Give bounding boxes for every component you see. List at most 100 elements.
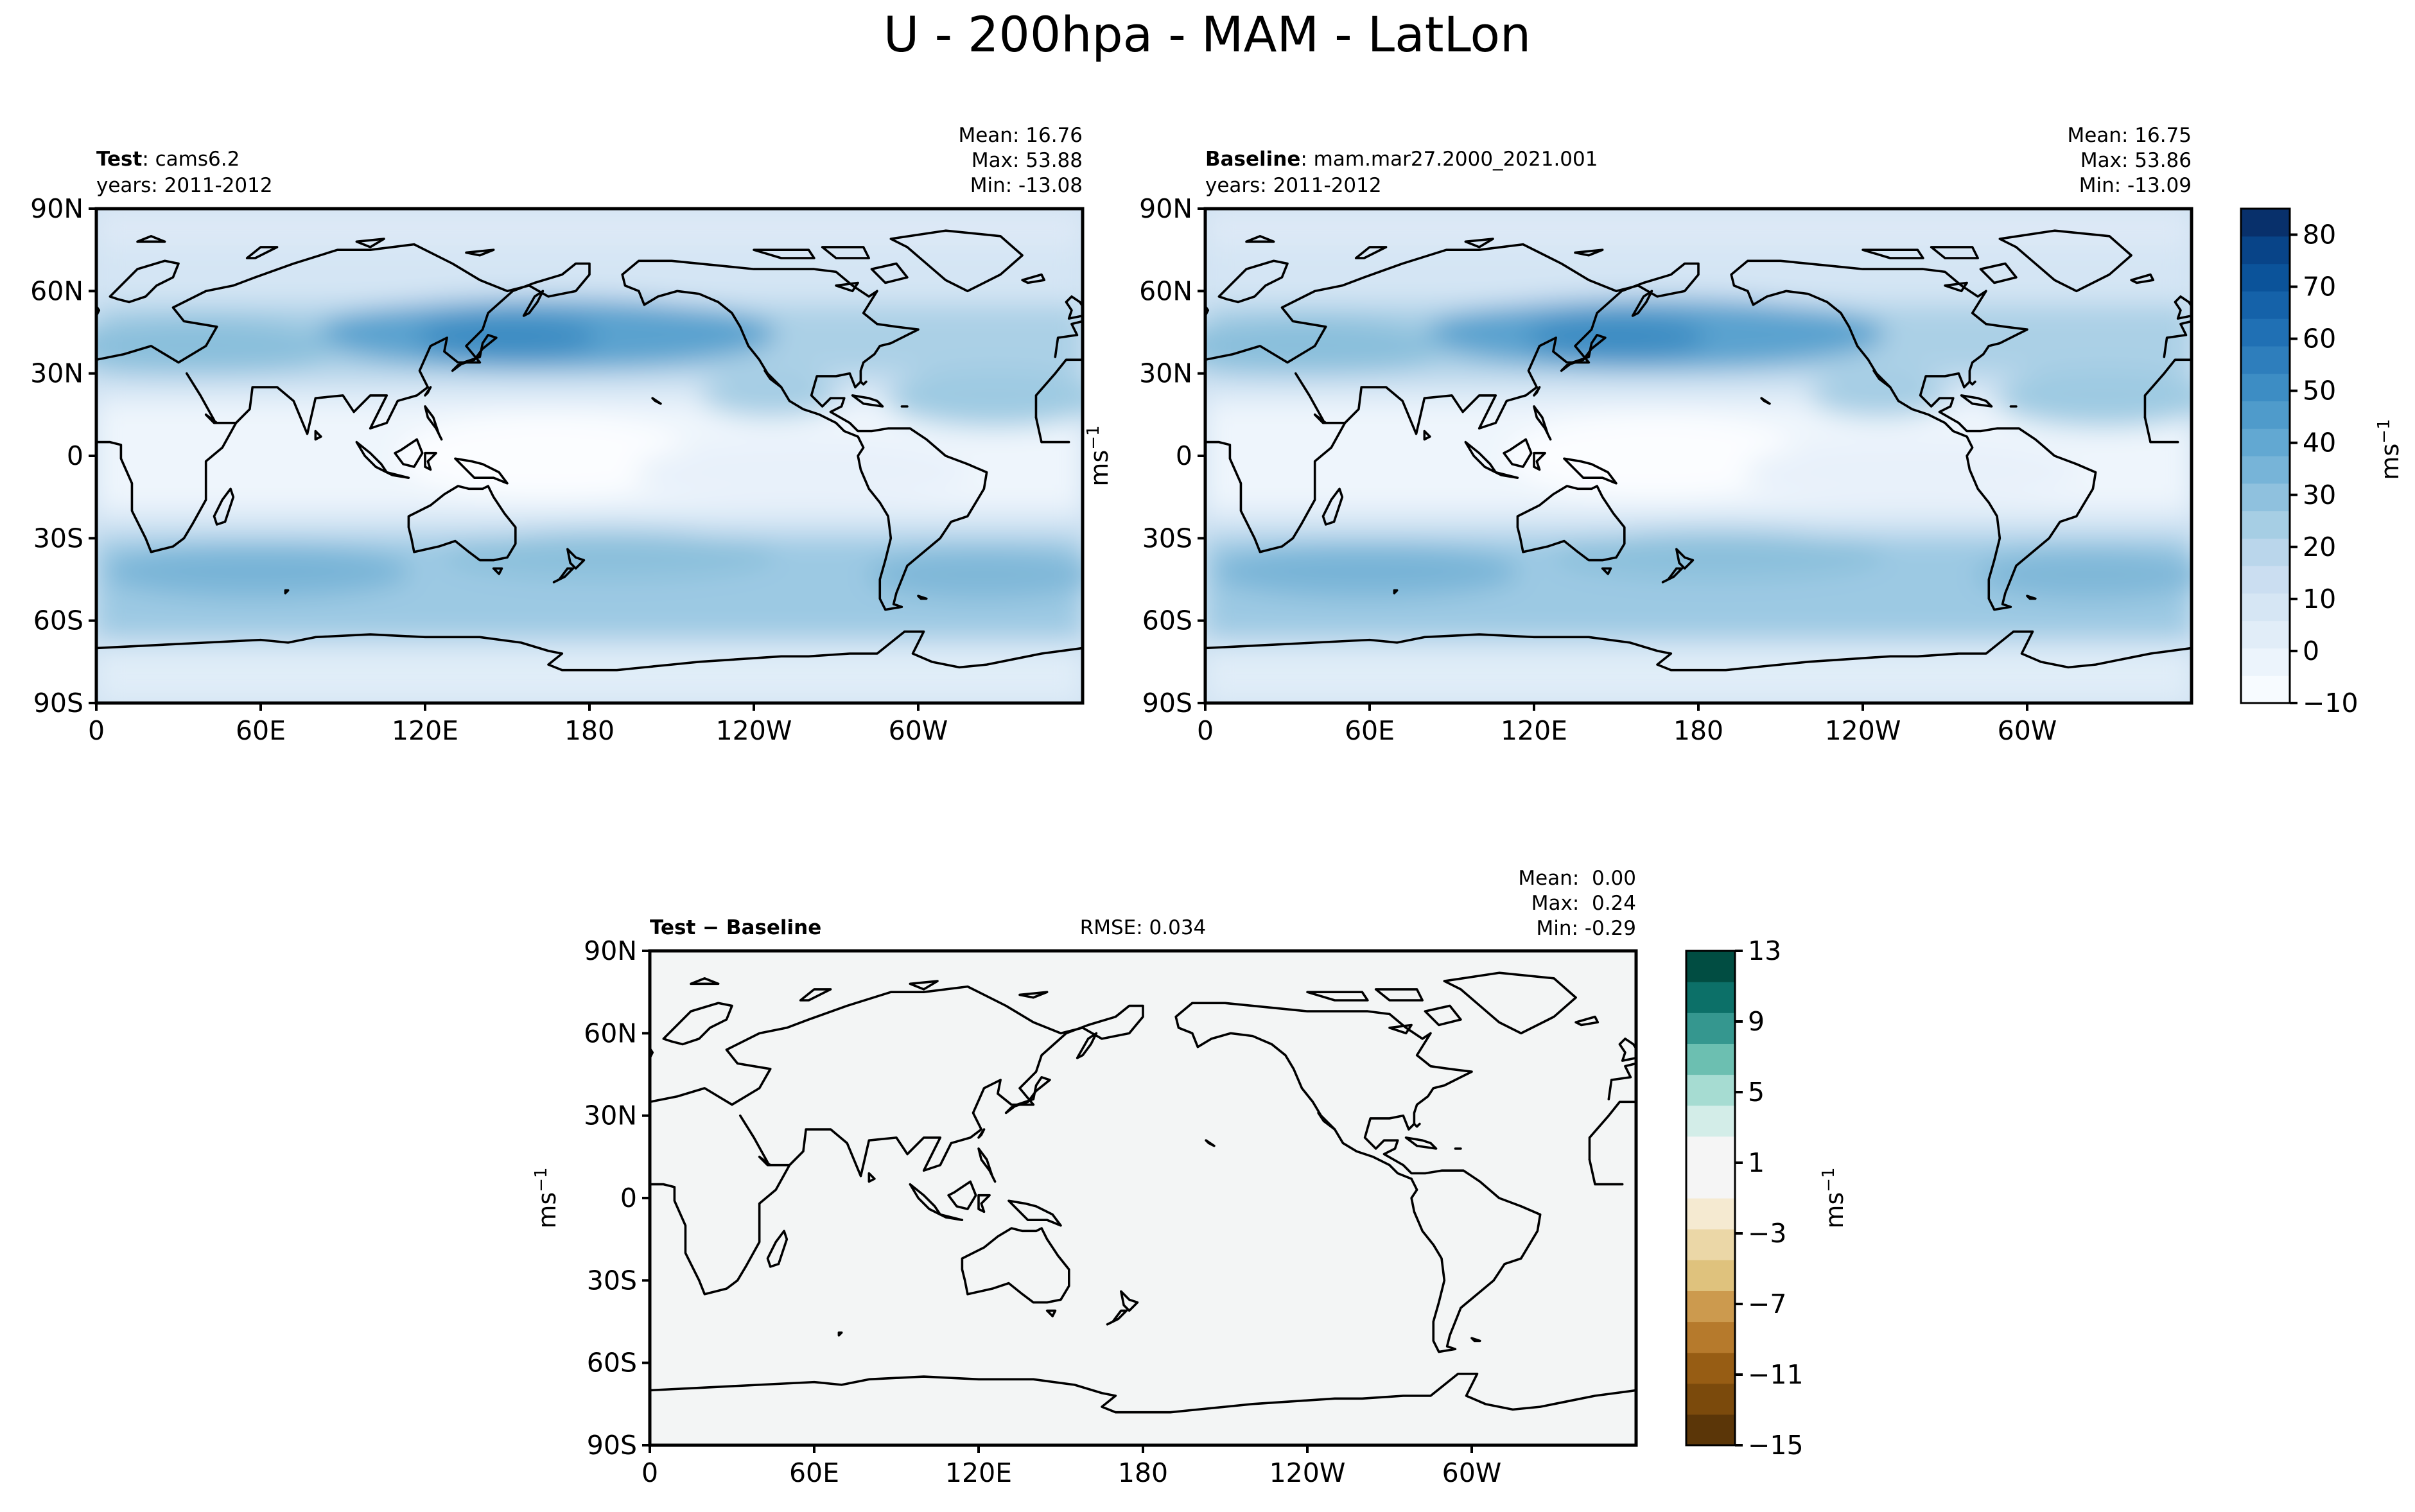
colorbar-band (2241, 648, 2290, 676)
lat-tick-label: 60N (1139, 275, 1192, 306)
colorbar-band (2241, 318, 2290, 347)
lat-tick-label: 90N (30, 193, 83, 224)
colorbar-tick-label: 80 (2303, 220, 2336, 250)
baseline-wind-field (1205, 209, 2192, 703)
coastline-path (1323, 489, 1342, 525)
lon-tick-label: 60E (236, 715, 286, 746)
main-colorbar-bands (2241, 209, 2290, 704)
coastline-path (652, 398, 661, 404)
colorbar-tick-label: 13 (1748, 935, 1781, 966)
coastline-path (96, 632, 1083, 670)
difference-field (650, 951, 1636, 1445)
colorbar-band (2241, 345, 2290, 374)
coastline-path (1036, 360, 1083, 417)
lon-tick-label: 120W (716, 715, 792, 746)
coastline-path (1495, 473, 1517, 478)
colorbar-band (2241, 538, 2290, 566)
baseline-min: Min: -13.09 (2079, 174, 2192, 197)
difference-colorbar-ticks: −15 −11 −7 −3 1 5 9 13 (1735, 935, 1804, 1461)
coastline-path (940, 1215, 962, 1221)
test-years: years: 2011-2012 (96, 174, 273, 197)
coastline-path (1066, 297, 1085, 318)
lat-tick-label: 90S (587, 1430, 637, 1461)
lon-tick-label: 120E (392, 715, 458, 746)
coastline-path (1465, 239, 1602, 256)
colorbar-band (2241, 483, 2290, 512)
test-ylabel: ms−1 (1084, 425, 1113, 486)
coastline-path (1969, 382, 1975, 385)
coastline-path (962, 1228, 1068, 1303)
coastline-path (1406, 1138, 1461, 1149)
coastline-path (1444, 973, 1576, 1033)
coastline-path (1178, 321, 1205, 357)
coastline-path (1205, 632, 2192, 670)
coastline-path (979, 1149, 995, 1181)
lat-tick-label: 30N (1139, 358, 1192, 389)
coastline-path (1047, 1310, 1056, 1316)
colorbar-band (2241, 593, 2290, 621)
coastline-path (1863, 247, 2016, 291)
coastline-path (425, 453, 436, 470)
coastline-path (2145, 417, 2177, 442)
colorbar-band (1686, 1167, 1735, 1199)
colorbar-tick-label: −11 (1748, 1359, 1804, 1390)
colorbar-tick-label: 20 (2303, 532, 2336, 562)
lon-tick-label: 180 (1118, 1457, 1168, 1488)
lat-tick-label: 60S (1142, 605, 1192, 636)
lon-tick-label: 180 (564, 715, 615, 746)
colorbar-band (2241, 510, 2290, 539)
test-lon-ticks: 0 60E 120E 180 120W 60W (88, 703, 948, 746)
coastline-path (2131, 275, 2153, 283)
coastline-path (1609, 1063, 1636, 1099)
coastline-path (869, 1174, 875, 1182)
coastline-path (1246, 236, 1386, 258)
test-panel: 90N 60N 30N 0 30S 60S 90S 0 60E 120E 180 120W 60W T… (30, 124, 1113, 746)
baseline-max: Max: 53.86 (2080, 149, 2192, 172)
coastline-path (1009, 1201, 1061, 1226)
lat-tick-label: 30S (1142, 523, 1192, 553)
coastline-path (1176, 1003, 1540, 1351)
lon-tick-label: 180 (1673, 715, 1723, 746)
lat-tick-label: 30S (587, 1265, 637, 1296)
colorbar-tick-label: 0 (2303, 636, 2319, 666)
colorbar-band (2241, 291, 2290, 319)
colorbar-band (1686, 1290, 1735, 1323)
colorbar-band (1686, 1012, 1735, 1044)
colorbar-band (2241, 373, 2290, 402)
colorbar-tick-label: 50 (2303, 376, 2336, 406)
coastline-path (1318, 1113, 1335, 1129)
difference-colorbar: −15 −11 −7 −3 1 5 9 13 ms−1 (1685, 935, 1849, 1461)
lat-tick-label: 30N (30, 358, 83, 389)
colorbar-band (1686, 1383, 1735, 1415)
coastline-path (1472, 1338, 1480, 1341)
coastline-path (408, 486, 515, 560)
colorbar-tick-label: −10 (2303, 688, 2358, 718)
main-colorbar-label: ms−1 (2375, 419, 2404, 480)
coastline-path (1006, 1077, 1050, 1113)
coastline-path (839, 1333, 841, 1335)
colorbar-band (2241, 566, 2290, 594)
baseline-mean: Mean: 16.75 (2067, 124, 2192, 147)
colorbar-band (2241, 236, 2290, 265)
difference-mean: Mean: 0.00 (1518, 867, 1636, 890)
difference-rmse: RMSE: 0.034 (1080, 916, 1207, 939)
figure-title: U - 200hpa - MAM - LatLon (884, 6, 1531, 63)
lon-tick-label: 0 (1197, 715, 1214, 746)
colorbar-tick-label: 30 (2303, 480, 2336, 510)
lat-tick-label: 0 (1176, 440, 1192, 471)
coastline-path (455, 458, 507, 483)
lon-tick-label: 120E (1501, 715, 1567, 746)
difference-panel: 90N 60N 30N 0 30S 60S 90S 0 60E 120E 180 120W 60W T… (532, 867, 1638, 1488)
coastline-path (765, 370, 781, 387)
coastline-path (1414, 1124, 1420, 1127)
baseline-title: Baseline: mam.mar27.2000_2021.001 (1205, 148, 1598, 171)
coastline-path (1424, 431, 1430, 440)
coastline-path (2175, 297, 2194, 318)
coastline-path (1962, 395, 2016, 406)
lon-tick-label: 0 (88, 715, 105, 746)
coastline-path (918, 596, 927, 598)
colorbar-band (1686, 1136, 1735, 1168)
colorbar-band (1686, 1260, 1735, 1291)
coastline-path (187, 374, 214, 421)
coastline-path (948, 1181, 976, 1209)
